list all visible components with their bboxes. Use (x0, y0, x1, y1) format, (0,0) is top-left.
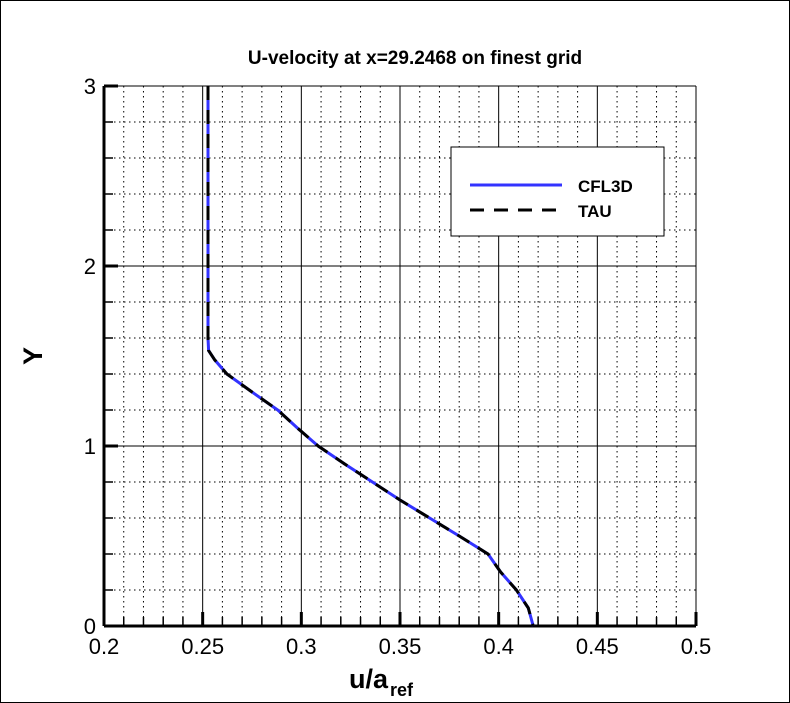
y-tick-label: 2 (84, 254, 96, 279)
legend-label-cfl3d: CFL3D (578, 177, 633, 196)
legend-box (450, 146, 665, 237)
series-line-tau (206, 86, 535, 627)
y-axis-label: Y (18, 347, 48, 365)
x-tick-label: 0.25 (181, 634, 224, 659)
x-tick-label: 0.2 (89, 634, 120, 659)
x-tick-label: 0.3 (286, 634, 317, 659)
y-tick-label: 1 (84, 434, 96, 459)
chart-title: U-velocity at x=29.2468 on finest grid (248, 48, 582, 69)
grid (103, 85, 697, 627)
series-group (206, 86, 535, 627)
y-tick-label: 0 (84, 614, 96, 639)
x-tick-label: 0.35 (379, 634, 422, 659)
x-tick-label: 0.45 (576, 634, 619, 659)
axes: 0.2 0.25 0.3 0.35 0.4 0.45 0.5 0 1 2 3 (84, 74, 712, 659)
legend-label-tau: TAU (578, 202, 612, 221)
x-tick-label: 0.5 (681, 634, 712, 659)
x-axis-label: u/a (349, 664, 389, 694)
legend: CFL3D TAU (450, 146, 665, 237)
x-axis-label-subscript: ref (390, 680, 414, 700)
y-tick-label: 3 (84, 74, 96, 99)
x-tick-label: 0.4 (483, 634, 514, 659)
